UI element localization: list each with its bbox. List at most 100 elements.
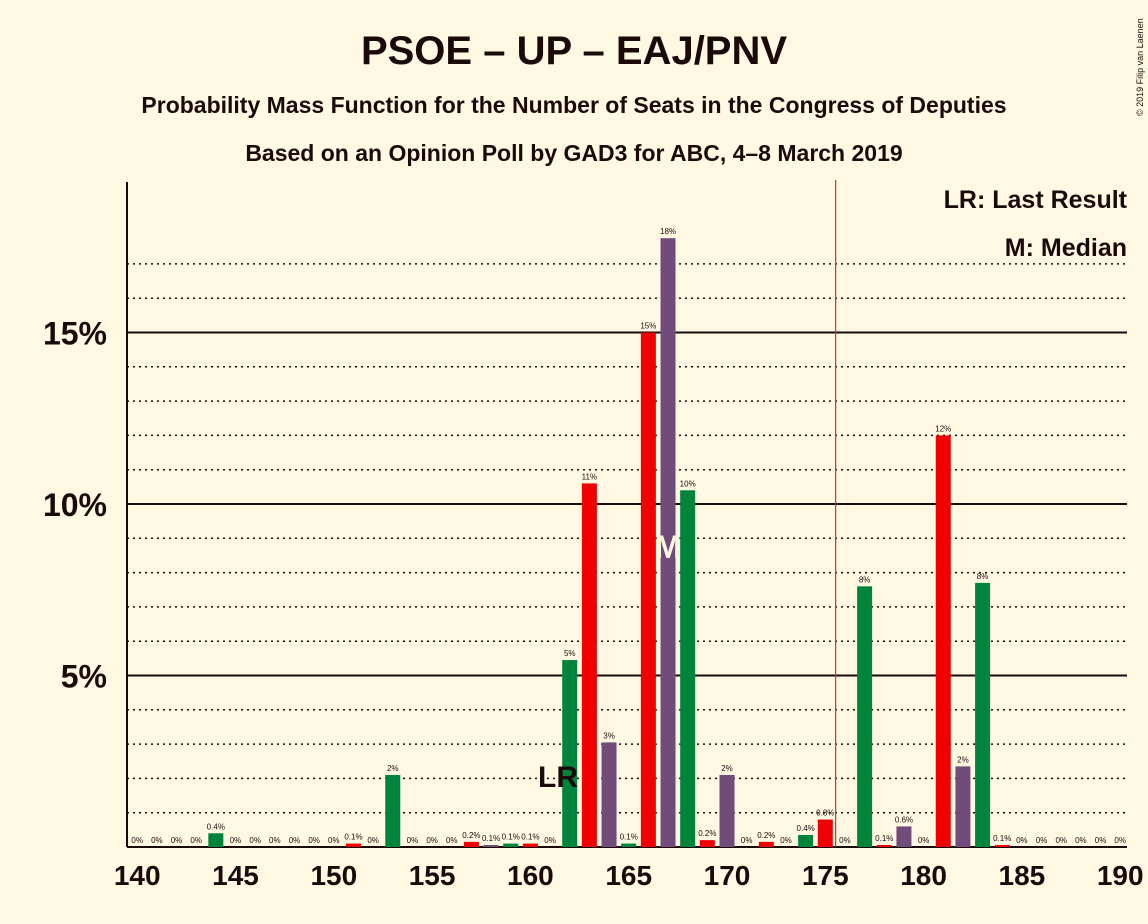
bar-162 <box>562 660 578 847</box>
bar-178 <box>876 845 892 847</box>
data-label-180: 0% <box>918 836 930 845</box>
data-label-186: 0% <box>1036 836 1048 845</box>
bar-170 <box>719 774 735 847</box>
data-label-160: 0.1% <box>521 833 539 842</box>
data-label-144: 0.4% <box>207 822 225 831</box>
x-tick-150: 150 <box>310 860 357 891</box>
data-label-177: 8% <box>859 575 871 584</box>
bar-183 <box>975 582 991 847</box>
x-tick-190: 190 <box>1097 860 1144 891</box>
y-tick-10: 10% <box>43 487 107 523</box>
data-label-176: 0% <box>839 836 851 845</box>
last-result-marker: LR <box>538 761 578 794</box>
bar-175 <box>817 819 833 847</box>
bar-177 <box>857 586 873 847</box>
data-label-178: 0.1% <box>875 834 893 843</box>
data-label-159: 0.1% <box>502 833 520 842</box>
data-label-157: 0.2% <box>462 831 480 840</box>
bar-172 <box>758 841 774 847</box>
bar-166 <box>640 332 656 847</box>
data-label-179: 0.6% <box>895 815 913 824</box>
bar-164 <box>601 742 617 847</box>
x-tick-180: 180 <box>900 860 947 891</box>
gridlines <box>126 180 1127 848</box>
data-label-147: 0% <box>269 836 281 845</box>
bar-151 <box>345 843 361 847</box>
bar-167 <box>660 238 676 848</box>
data-label-168: 10% <box>680 479 696 488</box>
data-label-161: 0% <box>544 836 556 845</box>
y-tick-15: 15% <box>43 316 107 352</box>
markers-group: LR M <box>538 529 681 794</box>
x-tick-170: 170 <box>704 860 751 891</box>
data-label-148: 0% <box>289 836 301 845</box>
data-labels-group: 0% 0% 0% 0% 0.4% 0% 0% 0% 0% 0% 0% 0.1% 0% 2% 0% 0% 0% 0.… <box>131 227 1126 845</box>
data-label-184: 0.1% <box>993 834 1011 843</box>
data-label-146: 0% <box>249 836 261 845</box>
data-label-173: 0% <box>780 836 792 845</box>
chart-subtitle-1: Probability Mass Function for the Number… <box>141 92 1006 118</box>
bars-group <box>208 238 1010 848</box>
y-tick-labels: 5% 10% 15% <box>43 316 107 695</box>
data-label-167: 18% <box>660 227 676 236</box>
median-marker: M <box>655 529 682 565</box>
bar-174 <box>798 834 814 847</box>
data-label-162: 5% <box>564 649 576 658</box>
data-label-166: 15% <box>640 322 656 331</box>
chart-subtitle-2: Based on an Opinion Poll by GAD3 for ABC… <box>245 140 902 166</box>
data-label-181: 12% <box>935 424 951 433</box>
data-label-153: 2% <box>387 764 399 773</box>
x-tick-155: 155 <box>409 860 456 891</box>
data-label-141: 0% <box>151 836 163 845</box>
data-label-170: 2% <box>721 764 733 773</box>
bar-181 <box>935 435 951 847</box>
data-label-185: 0% <box>1016 836 1028 845</box>
y-tick-5: 5% <box>61 659 107 695</box>
data-label-171: 0% <box>741 836 753 845</box>
data-label-152: 0% <box>367 836 379 845</box>
bar-157 <box>463 841 479 847</box>
chart-title: PSOE – UP – EAJ/PNV <box>361 29 787 73</box>
bar-169 <box>699 840 715 847</box>
x-tick-185: 185 <box>999 860 1046 891</box>
data-label-188: 0% <box>1075 836 1087 845</box>
x-tick-145: 145 <box>212 860 259 891</box>
bar-182 <box>955 766 971 847</box>
copyright-notice: © 2019 Filip van Laenen <box>1135 18 1145 116</box>
x-tick-165: 165 <box>605 860 652 891</box>
data-label-169: 0.2% <box>698 829 716 838</box>
data-label-154: 0% <box>407 836 419 845</box>
data-label-165: 0.1% <box>620 833 638 842</box>
data-label-172: 0.2% <box>757 831 775 840</box>
data-label-175: 0.8% <box>816 809 834 818</box>
bar-158 <box>483 845 499 847</box>
data-label-187: 0% <box>1055 836 1067 845</box>
x-tick-175: 175 <box>802 860 849 891</box>
bar-179 <box>896 826 912 847</box>
data-label-145: 0% <box>230 836 242 845</box>
data-label-174: 0.4% <box>797 824 815 833</box>
bar-163 <box>581 483 597 847</box>
data-label-140: 0% <box>131 836 143 845</box>
data-label-164: 3% <box>603 731 615 740</box>
data-label-182: 2% <box>957 755 969 764</box>
bar-153 <box>385 774 401 847</box>
data-label-189: 0% <box>1095 836 1107 845</box>
data-label-151: 0.1% <box>344 833 362 842</box>
bar-144 <box>208 833 224 847</box>
bar-160 <box>522 843 538 847</box>
bar-184 <box>994 845 1010 847</box>
bar-159 <box>503 843 519 847</box>
data-label-183: 8% <box>977 572 989 581</box>
x-tick-140: 140 <box>114 860 161 891</box>
data-label-156: 0% <box>446 836 458 845</box>
bar-165 <box>621 843 637 847</box>
legend-median: M: Median <box>1005 234 1127 262</box>
x-tick-160: 160 <box>507 860 554 891</box>
legend-last-result: LR: Last Result <box>944 186 1128 214</box>
data-label-190: 0% <box>1114 836 1126 845</box>
data-label-150: 0% <box>328 836 340 845</box>
data-label-155: 0% <box>426 836 438 845</box>
data-label-149: 0% <box>308 836 320 845</box>
